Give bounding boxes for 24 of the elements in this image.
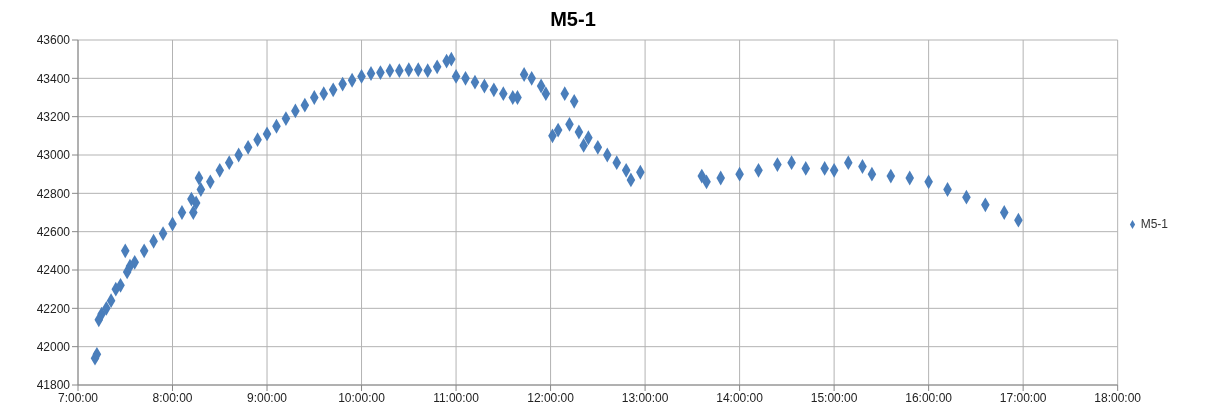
legend-label: M5-1 bbox=[1140, 217, 1168, 231]
x-tick-label: 7:00:00 bbox=[57, 390, 99, 405]
x-tick-label: 10:00:00 bbox=[338, 390, 386, 405]
x-tick-label: 14:00:00 bbox=[716, 390, 764, 405]
y-tick-label: 43200 bbox=[36, 109, 71, 124]
y-tick-label: 42000 bbox=[36, 339, 71, 354]
y-tick-label: 41800 bbox=[36, 378, 71, 393]
y-tick-label: 43400 bbox=[36, 71, 71, 86]
x-tick-label: 18:00:00 bbox=[1094, 390, 1142, 405]
x-tick-label: 8:00:00 bbox=[152, 390, 193, 405]
x-tick-label: 17:00:00 bbox=[999, 390, 1047, 405]
x-tick-label: 16:00:00 bbox=[905, 390, 953, 405]
y-tick-label: 42600 bbox=[36, 224, 71, 239]
x-tick-label: 12:00:00 bbox=[527, 390, 575, 405]
x-tick-label: 9:00:00 bbox=[247, 390, 288, 405]
x-tick-label: 13:00:00 bbox=[621, 390, 669, 405]
y-tick-label: 42400 bbox=[36, 263, 71, 278]
y-tick-label: 42800 bbox=[36, 186, 71, 201]
x-tick-label: 15:00:00 bbox=[810, 390, 858, 405]
y-tick-label: 43600 bbox=[36, 33, 71, 48]
y-tick-label: 43000 bbox=[36, 148, 71, 163]
x-tick-label: 11:00:00 bbox=[433, 390, 480, 405]
y-tick-label: 42200 bbox=[36, 301, 71, 316]
chart-title: M5-1 bbox=[549, 8, 597, 32]
